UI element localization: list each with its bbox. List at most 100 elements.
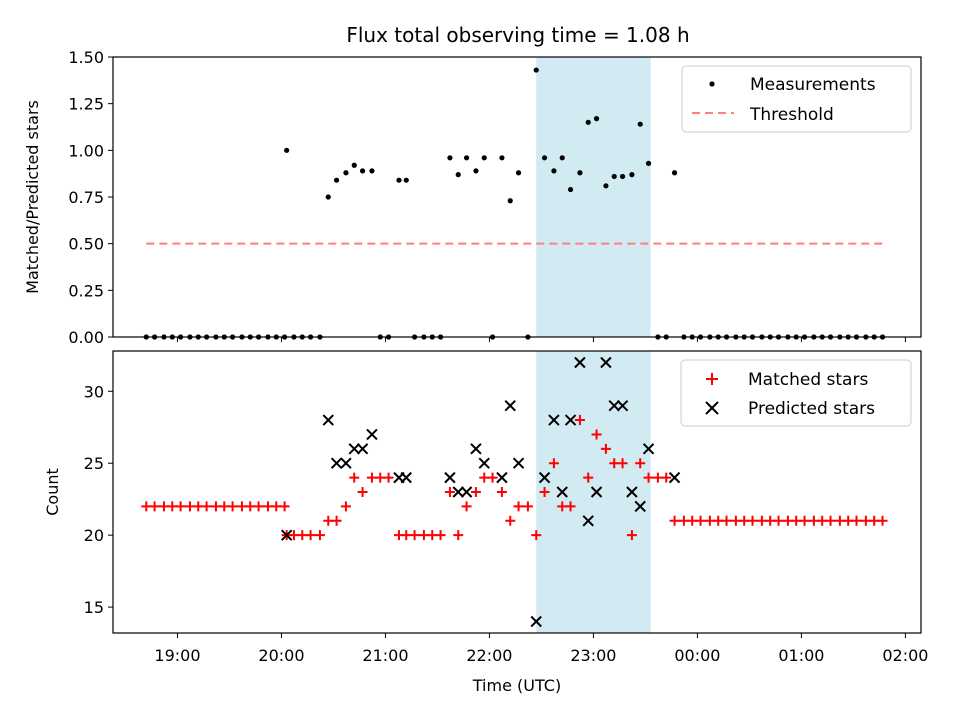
matched-point bbox=[591, 429, 602, 440]
matched-point bbox=[773, 515, 784, 526]
matched-point bbox=[747, 515, 758, 526]
measurement-point bbox=[499, 155, 505, 161]
measurement-point bbox=[463, 155, 470, 161]
predicted-point bbox=[444, 471, 456, 484]
top-y-tick-label: 1.00 bbox=[68, 141, 104, 160]
matched-point bbox=[314, 530, 325, 541]
x-tick-label: 02:00 bbox=[882, 646, 928, 665]
bottom-y-tick-label: 20 bbox=[84, 526, 104, 545]
measurement-point bbox=[325, 194, 331, 200]
measurement-point bbox=[533, 67, 539, 73]
measurement-point bbox=[455, 172, 461, 178]
x-tick-label: 19:00 bbox=[154, 646, 200, 665]
measurement-point bbox=[551, 168, 557, 174]
measurement-point bbox=[577, 170, 583, 176]
bottom-legend-box bbox=[680, 359, 912, 427]
bottom-y-tick-label: 30 bbox=[84, 382, 104, 401]
matched-point bbox=[669, 515, 680, 526]
predicted-point bbox=[600, 356, 612, 369]
legend-matched-marker bbox=[706, 373, 718, 385]
matched-point bbox=[505, 515, 516, 526]
predicted-point bbox=[548, 414, 560, 426]
x-tick-label: 00:00 bbox=[674, 646, 720, 665]
top-y-tick-label: 1.25 bbox=[68, 95, 104, 114]
predicted-point bbox=[356, 443, 369, 455]
measurement-point bbox=[541, 155, 548, 161]
bottom-y-axis-label: Count bbox=[43, 468, 62, 516]
predicted-point bbox=[322, 414, 334, 426]
matched-point bbox=[825, 515, 836, 526]
bottom-shaded-interval bbox=[536, 351, 651, 633]
predicted-point bbox=[530, 615, 542, 628]
top-legend-box bbox=[681, 65, 912, 133]
predicted-point bbox=[574, 356, 586, 369]
measurement-point bbox=[333, 177, 340, 183]
measurement-point bbox=[396, 177, 402, 183]
matched-point bbox=[643, 472, 654, 483]
top-shaded-interval bbox=[536, 57, 651, 337]
top-x-ticks bbox=[176, 337, 906, 342]
predicted-point bbox=[582, 515, 594, 527]
matched-point bbox=[721, 515, 732, 526]
predicted-point bbox=[400, 471, 412, 484]
chart-title: Flux total observing time = 1.08 h bbox=[346, 23, 689, 47]
matched-point bbox=[496, 487, 507, 497]
measurement-point bbox=[473, 168, 479, 174]
matched-point bbox=[522, 501, 533, 512]
measurement-point bbox=[343, 170, 349, 176]
predicted-point bbox=[556, 486, 568, 498]
predicted-point bbox=[626, 486, 638, 498]
legend-predicted-label: Predicted stars bbox=[748, 399, 875, 419]
matched-point bbox=[175, 501, 186, 512]
predicted-point bbox=[348, 443, 360, 455]
legend-matched-label: Matched stars bbox=[748, 370, 868, 390]
top-y-tick-label: 0.25 bbox=[68, 281, 104, 300]
matched-point bbox=[695, 515, 706, 526]
measurement-point bbox=[603, 183, 609, 189]
matched-point bbox=[513, 501, 524, 512]
predicted-point bbox=[608, 399, 620, 412]
predicted-point bbox=[496, 471, 508, 484]
bottom-y-tick-label: 25 bbox=[84, 454, 104, 473]
matched-point bbox=[149, 501, 160, 512]
matched-point bbox=[331, 515, 342, 526]
measurement-point bbox=[559, 155, 565, 161]
matched-point bbox=[574, 415, 585, 426]
predicted-point bbox=[616, 399, 629, 412]
matched-point bbox=[799, 515, 810, 526]
top-y-tick-label: 1.50 bbox=[68, 48, 104, 67]
legend-threshold-label: Threshold bbox=[749, 105, 834, 125]
matched-point bbox=[470, 487, 481, 497]
bottom-panel: 15 20 25 30 19:00 20:00 21:00 22:00 23:00 00:00 0… bbox=[43, 350, 928, 695]
matched-point bbox=[531, 530, 542, 541]
matched-point bbox=[305, 530, 316, 541]
measurement-point bbox=[351, 162, 357, 168]
matched-point bbox=[461, 501, 472, 512]
predicted-point bbox=[668, 471, 681, 484]
predicted-point bbox=[340, 457, 352, 469]
matched-point bbox=[548, 458, 559, 469]
predicted-point bbox=[642, 443, 655, 455]
matched-point bbox=[201, 501, 212, 512]
top-panel: 0.00 0.25 0.50 0.75 1.00 1.25 1.50 Matched/Pre… bbox=[23, 48, 922, 347]
predicted-point bbox=[590, 486, 603, 498]
predicted-point bbox=[460, 486, 473, 498]
matched-point bbox=[851, 515, 862, 526]
measurement-point bbox=[611, 173, 617, 180]
predicted-point bbox=[478, 457, 490, 469]
bottom-y-tick-label: 15 bbox=[84, 598, 104, 617]
matched-point bbox=[279, 501, 290, 512]
measurement-point bbox=[284, 147, 290, 153]
legend-predicted-marker bbox=[705, 401, 719, 415]
measurement-point bbox=[403, 177, 409, 183]
bottom-plot-frame bbox=[112, 350, 922, 634]
predicted-point bbox=[634, 500, 646, 513]
predicted-point bbox=[366, 428, 378, 441]
predicted-point bbox=[452, 486, 464, 498]
matched-point bbox=[453, 530, 464, 541]
measurement-point bbox=[369, 168, 375, 174]
matched-point bbox=[626, 530, 637, 541]
predicted-points bbox=[280, 356, 681, 628]
matched-points bbox=[141, 415, 888, 541]
